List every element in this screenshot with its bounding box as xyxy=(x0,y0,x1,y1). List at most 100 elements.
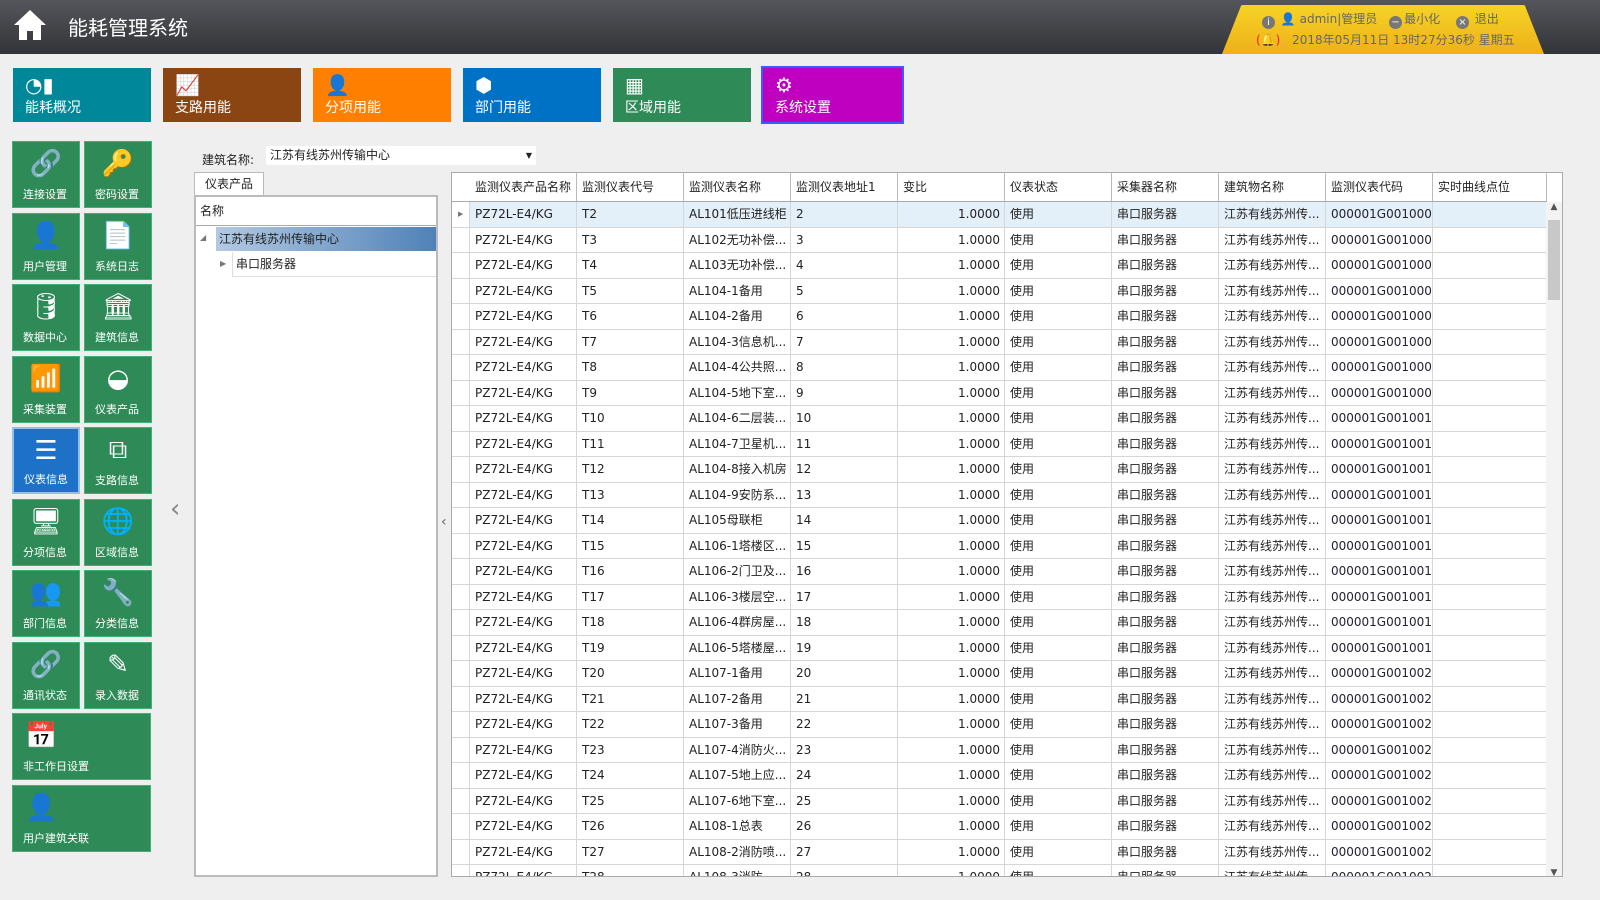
table-row[interactable]: PZ72L-E4/KG T9 AL104-5地下室... 9 1.0000 使用 串口服务器… xyxy=(452,380,1547,406)
side-nav-list-8[interactable]: ☰ 仪表信息 xyxy=(12,427,80,494)
row-header[interactable] xyxy=(452,380,470,405)
top-nav-cube[interactable]: ⬢ 部门用能 xyxy=(463,68,601,122)
side-nav-globe-11[interactable]: 🌐 区域信息 xyxy=(84,498,152,566)
table-row[interactable]: PZ72L-E4/KG T23 AL107-4消防火... 23 1.0000 使用 串口服… xyxy=(452,737,1547,763)
table-row[interactable]: PZ72L-E4/KG T21 AL107-2备用 21 1.0000 使用 串口服务器 江苏… xyxy=(452,686,1547,712)
scroll-up-icon[interactable]: ▲ xyxy=(1550,202,1558,212)
table-row[interactable]: PZ72L-E4/KG T18 AL106-4群房屋... 18 1.0000 使用 串口服… xyxy=(452,610,1547,636)
scrollbar-thumb[interactable] xyxy=(1548,220,1560,300)
row-header[interactable]: ▶ xyxy=(452,202,470,227)
row-header[interactable] xyxy=(452,278,470,303)
side-nav-monitor-10[interactable]: 🖥 分项信息 xyxy=(12,498,80,566)
row-header[interactable] xyxy=(452,559,470,584)
row-header[interactable] xyxy=(452,635,470,660)
top-nav-gear[interactable]: ⚙ 系统设置 xyxy=(761,66,904,124)
tab-meter-product[interactable]: 仪表产品 xyxy=(194,172,264,196)
tree-node-root[interactable]: 江苏有线苏州传输中心 xyxy=(216,227,436,251)
row-header[interactable] xyxy=(452,610,470,635)
column-header[interactable]: 监测仪表代码 xyxy=(1326,173,1433,201)
row-header[interactable] xyxy=(452,304,470,329)
table-row[interactable]: PZ72L-E4/KG T4 AL103无功补偿... 4 1.0000 使用 串口服务器江… xyxy=(452,253,1547,279)
table-row[interactable]: PZ72L-E4/KG T5 AL104-1备用 5 1.0000 使用 串口服务器 江苏有线… xyxy=(452,278,1547,304)
row-header[interactable] xyxy=(452,839,470,864)
top-nav-user[interactable]: 👤 分项用能 xyxy=(313,68,451,122)
row-header[interactable] xyxy=(452,865,470,876)
splitter-arrow-icon[interactable]: ‹ xyxy=(441,514,447,530)
table-row[interactable]: PZ72L-E4/KG T7 AL104-3信息机... 7 1.0000 使用 串口服务器… xyxy=(452,329,1547,355)
table-row[interactable]: PZ72L-E4/KG T13 AL104-9安防系... 13 1.0000 使用 串口服… xyxy=(452,482,1547,508)
table-row[interactable]: PZ72L-E4/KG T24 AL107-5地上应... 24 1.0000 使用 串口服… xyxy=(452,763,1547,789)
expand-icon[interactable]: ▶ xyxy=(220,259,227,268)
row-header[interactable] xyxy=(452,686,470,711)
alarm-bell-icon[interactable]: (🔔) xyxy=(1256,33,1281,47)
row-header[interactable] xyxy=(452,431,470,456)
row-header[interactable] xyxy=(452,533,470,558)
top-nav-presentation[interactable]: 📈 支路用能 xyxy=(163,68,301,122)
row-header[interactable] xyxy=(452,253,470,278)
side-nav-key-1[interactable]: 🔑 密码设置 xyxy=(84,141,152,208)
table-row[interactable]: PZ72L-E4/KG T27 AL108-2消防喷... 27 1.0000 使用 串口服… xyxy=(452,839,1547,865)
side-nav-calendar-16[interactable]: 📅 非工作日设置 xyxy=(12,713,151,780)
row-header[interactable] xyxy=(452,584,470,609)
scroll-down-icon[interactable]: ▼ xyxy=(1550,868,1558,877)
table-row[interactable]: PZ72L-E4/KG T15 AL106-1塔楼区... 15 1.0000 使用 串口服… xyxy=(452,533,1547,559)
table-row[interactable]: PZ72L-E4/KG T3 AL102无功补偿... 3 1.0000 使用 串口服务器江… xyxy=(452,227,1547,253)
side-nav-wrench-13[interactable]: 🔧 分类信息 xyxy=(84,570,152,637)
row-header[interactable] xyxy=(452,482,470,507)
column-header[interactable]: 监测仪表地址1 xyxy=(791,173,898,201)
side-nav-user-17[interactable]: 👤 用户建筑关联 xyxy=(12,785,151,852)
side-nav-pencil-15[interactable]: ✎ 录入数据 xyxy=(84,641,152,709)
side-nav-user-2[interactable]: 👤 用户管理 xyxy=(12,212,80,280)
table-row[interactable]: PZ72L-E4/KG T6 AL104-2备用 6 1.0000 使用 串口服务器 江苏有线… xyxy=(452,304,1547,330)
row-header[interactable] xyxy=(452,788,470,813)
side-nav-users-12[interactable]: 👥 部门信息 xyxy=(12,570,80,637)
row-header[interactable] xyxy=(452,355,470,380)
row-header[interactable] xyxy=(452,227,470,252)
side-nav-building-5[interactable]: 🏛 建筑信息 xyxy=(84,284,152,351)
column-header[interactable]: 仪表状态 xyxy=(1005,173,1112,201)
row-header[interactable] xyxy=(452,814,470,839)
table-row[interactable]: ▶ PZ72L-E4/KG T2 AL101低压进线柜 2 1.0000 使用 串口服务器 江苏… xyxy=(452,202,1547,228)
row-header[interactable] xyxy=(452,712,470,737)
table-row[interactable]: PZ72L-E4/KG T11 AL104-7卫星机... 11 1.0000 使用 串口服… xyxy=(452,431,1547,457)
table-row[interactable]: PZ72L-E4/KG T17 AL106-3楼层空... 17 1.0000 使用 串口服… xyxy=(452,584,1547,610)
side-nav-link-14[interactable]: 🔗 通讯状态 xyxy=(12,641,80,709)
table-row[interactable]: PZ72L-E4/KG T28 AL108-3消防... 28 1.0000 使用 串口服务… xyxy=(452,865,1547,876)
side-nav-log-3[interactable]: 📄 系统日志 xyxy=(84,212,152,280)
column-header[interactable]: 采集器名称 xyxy=(1112,173,1219,201)
column-header[interactable]: 监测仪表名称 xyxy=(684,173,791,201)
building-select[interactable]: 江苏有线苏州传输中心 ▼ xyxy=(266,146,536,165)
top-nav-chart[interactable]: ◔▮ 能耗概况 xyxy=(13,68,151,122)
table-row[interactable]: PZ72L-E4/KG T14 AL105母联柜 14 1.0000 使用 串口服务器 江苏有… xyxy=(452,508,1547,534)
table-row[interactable]: PZ72L-E4/KG T16 AL106-2门卫及... 16 1.0000 使用 串口服… xyxy=(452,559,1547,585)
vertical-scrollbar[interactable]: ▲ ▼ xyxy=(1546,202,1562,877)
row-header[interactable] xyxy=(452,406,470,431)
table-row[interactable]: PZ72L-E4/KG T26 AL108-1总表 26 1.0000 使用 串口服务器 江苏… xyxy=(452,814,1547,840)
row-header[interactable] xyxy=(452,508,470,533)
collapse-sidebar-icon[interactable]: ‹ xyxy=(170,494,181,524)
side-nav-database-4[interactable]: 🛢 数据中心 xyxy=(12,284,80,351)
table-row[interactable]: PZ72L-E4/KG T20 AL107-1备用 20 1.0000 使用 串口服务器 江苏… xyxy=(452,661,1547,687)
table-row[interactable]: PZ72L-E4/KG T22 AL107-3备用 22 1.0000 使用 串口服务器 江苏… xyxy=(452,712,1547,738)
column-header[interactable]: 实时曲线点位 xyxy=(1433,173,1547,201)
collapse-icon[interactable]: ◢ xyxy=(200,233,207,242)
row-header[interactable] xyxy=(452,457,470,482)
top-nav-grid[interactable]: ▦ 区域用能 xyxy=(613,68,751,122)
tree-node-child[interactable]: 串口服务器 xyxy=(232,252,436,277)
column-header[interactable]: 监测仪表产品名称 xyxy=(470,173,577,201)
side-nav-link-0[interactable]: 🔗 连接设置 xyxy=(12,141,80,208)
table-row[interactable]: PZ72L-E4/KG T10 AL104-6二层装... 10 1.0000 使用 串口服… xyxy=(452,406,1547,432)
row-header[interactable] xyxy=(452,737,470,762)
row-header[interactable] xyxy=(452,661,470,686)
column-header[interactable]: 监测仪表代号 xyxy=(577,173,684,201)
column-header[interactable]: 建筑物名称 xyxy=(1219,173,1326,201)
side-nav-router-6[interactable]: 📶 采集装置 xyxy=(12,355,80,423)
home-icon[interactable] xyxy=(12,8,48,42)
column-header[interactable]: 变比 xyxy=(898,173,1005,201)
table-row[interactable]: PZ72L-E4/KG T12 AL104-8接入机房 12 1.0000 使用 串口服务器… xyxy=(452,457,1547,483)
row-header[interactable] xyxy=(452,763,470,788)
row-header[interactable] xyxy=(452,329,470,354)
table-row[interactable]: PZ72L-E4/KG T19 AL106-5塔楼屋... 19 1.0000 使用 串口服… xyxy=(452,635,1547,661)
side-nav-gauge-7[interactable]: ◒ 仪表产品 xyxy=(84,355,152,423)
minimize-button[interactable]: − 最小化 xyxy=(1389,12,1440,29)
